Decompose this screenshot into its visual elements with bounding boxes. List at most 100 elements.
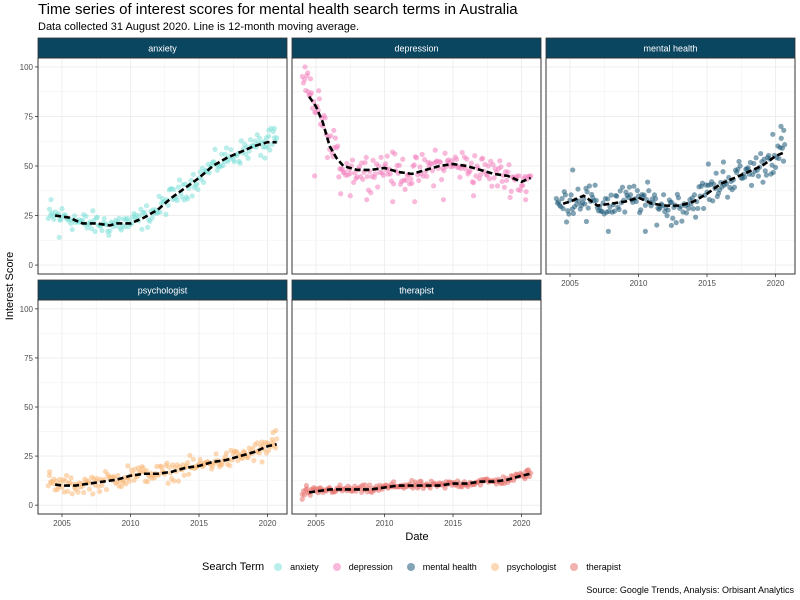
data-point-depression xyxy=(413,155,420,161)
data-point-depression xyxy=(442,150,448,156)
data-point-therapist xyxy=(303,482,309,489)
data-point-anxiety xyxy=(188,177,194,183)
data-point-therapist xyxy=(299,496,305,502)
data-point-mental-health xyxy=(616,206,622,213)
data-point-mental-health xyxy=(592,182,598,188)
data-point-depression xyxy=(497,158,503,164)
data-point-anxiety xyxy=(267,147,273,153)
data-point-therapist xyxy=(523,469,529,475)
data-point-anxiety xyxy=(271,125,277,131)
data-point-anxiety xyxy=(69,226,75,233)
data-point-mental-health xyxy=(710,198,716,204)
panel-strip-label: anxiety xyxy=(148,44,177,54)
data-point-depression xyxy=(396,162,402,168)
data-point-mental-health xyxy=(731,184,738,190)
data-point-psychologist xyxy=(171,478,177,484)
moving-average-line-anxiety xyxy=(54,140,277,227)
data-point-mental-health xyxy=(566,211,572,217)
y-tick-label: 100 xyxy=(20,305,34,314)
panel-strip-label: therapist xyxy=(399,286,434,296)
data-point-depression xyxy=(302,64,308,70)
data-point-anxiety xyxy=(197,169,203,175)
data-point-depression xyxy=(470,180,477,186)
data-point-depression xyxy=(453,156,460,163)
data-point-mental-health xyxy=(760,179,766,185)
data-point-anxiety xyxy=(99,227,105,234)
data-point-depression xyxy=(462,166,469,172)
legend-key-anxiety xyxy=(274,563,283,571)
data-point-depression xyxy=(347,170,353,177)
data-point-anxiety xyxy=(157,209,163,215)
data-point-mental-health xyxy=(560,206,566,212)
data-point-mental-health xyxy=(593,197,599,204)
data-point-mental-health xyxy=(762,168,768,174)
data-point-psychologist xyxy=(185,460,191,466)
data-point-mental-health xyxy=(782,142,788,148)
data-point-mental-health xyxy=(585,205,591,211)
data-point-psychologist xyxy=(97,488,103,495)
data-point-depression xyxy=(409,180,415,186)
data-point-depression xyxy=(356,164,362,170)
data-point-depression xyxy=(324,154,331,161)
data-point-anxiety xyxy=(171,186,177,193)
data-point-mental-health xyxy=(780,158,787,164)
data-point-anxiety xyxy=(145,224,151,230)
data-point-anxiety xyxy=(220,162,226,168)
data-point-therapist xyxy=(307,492,313,498)
data-point-psychologist xyxy=(254,440,260,446)
y-tick-label: 100 xyxy=(20,63,34,72)
data-point-mental-health xyxy=(586,183,592,189)
data-point-psychologist xyxy=(143,468,150,474)
data-point-depression xyxy=(470,193,477,199)
data-point-depression xyxy=(504,177,510,184)
y-tick-label: 0 xyxy=(29,261,34,270)
data-point-psychologist xyxy=(115,472,121,479)
data-point-anxiety xyxy=(149,215,155,221)
x-tick-label: 2010 xyxy=(630,279,648,288)
moving-average-line-mental-health xyxy=(562,150,786,207)
legend-label: mental health xyxy=(422,562,477,572)
data-point-anxiety xyxy=(174,197,180,203)
data-point-psychologist xyxy=(47,469,53,475)
data-point-anxiety xyxy=(245,155,251,161)
legend-item-depression: depression xyxy=(332,562,393,572)
data-point-mental-health xyxy=(683,210,690,216)
data-point-anxiety xyxy=(266,127,272,133)
data-point-mental-health xyxy=(611,208,618,214)
data-point-depression xyxy=(501,184,508,190)
data-point-anxiety xyxy=(118,227,124,233)
data-point-mental-health xyxy=(763,172,770,178)
data-point-mental-health xyxy=(720,169,726,175)
data-point-anxiety xyxy=(107,228,113,234)
data-point-depression xyxy=(489,183,495,189)
data-point-psychologist xyxy=(90,491,96,497)
data-point-depression xyxy=(364,197,370,203)
x-tick-label: 2015 xyxy=(444,519,462,528)
data-point-psychologist xyxy=(65,488,71,494)
data-point-depression xyxy=(431,183,437,189)
y-tick-label: 75 xyxy=(24,112,33,121)
x-axis-title: Date xyxy=(405,531,428,543)
data-point-depression xyxy=(432,147,438,153)
data-point-depression xyxy=(360,176,366,182)
data-point-mental-health xyxy=(641,192,647,198)
y-tick-label: 25 xyxy=(24,212,33,221)
panel-strip-label: psychologist xyxy=(138,286,188,296)
data-point-mental-health xyxy=(675,195,682,201)
data-point-anxiety xyxy=(106,232,112,238)
data-point-mental-health xyxy=(686,205,692,211)
data-point-psychologist xyxy=(235,457,241,464)
legend-item-psychologist: psychologist xyxy=(490,562,556,572)
data-point-mental-health xyxy=(748,182,755,188)
data-point-mental-health xyxy=(582,201,588,207)
data-point-anxiety xyxy=(143,203,150,209)
data-point-mental-health xyxy=(778,135,784,141)
data-point-anxiety xyxy=(139,226,145,232)
data-point-anxiety xyxy=(116,215,122,221)
chart-title: Time series of interest scores for menta… xyxy=(38,1,518,18)
data-point-mental-health xyxy=(713,170,719,176)
data-point-anxiety xyxy=(194,181,200,187)
data-point-psychologist xyxy=(75,489,81,495)
data-point-depression xyxy=(328,133,334,139)
data-point-depression xyxy=(349,157,356,163)
